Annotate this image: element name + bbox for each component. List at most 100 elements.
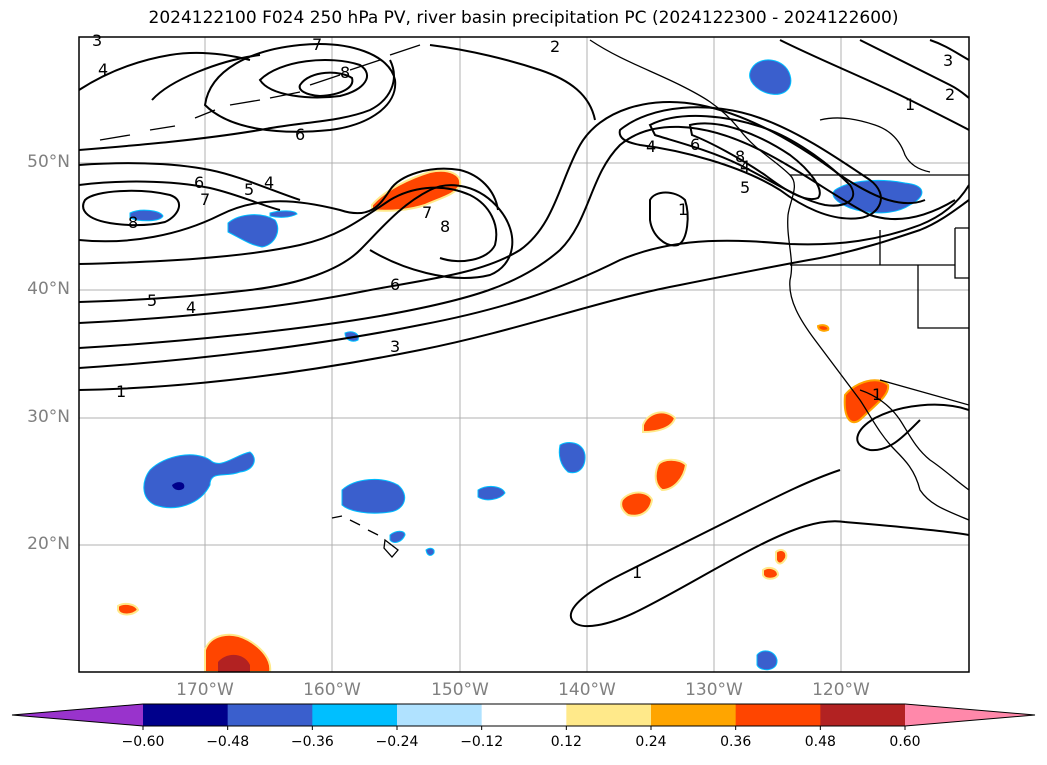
coastline-baja bbox=[859, 389, 969, 491]
lat-label-20n: 20°N bbox=[27, 534, 70, 554]
coastline-north-america bbox=[589, 39, 969, 521]
contour-label: 4 bbox=[646, 137, 656, 156]
colorbar-tick-label: −0.48 bbox=[206, 734, 250, 750]
colorbar-tick-label: 0.36 bbox=[720, 734, 752, 750]
precip-blob-orange bbox=[816, 324, 830, 332]
colorbar-tick-label: −0.12 bbox=[460, 734, 504, 750]
colorbar-segment bbox=[651, 704, 737, 726]
colorbar-segment bbox=[227, 704, 313, 726]
precip-blob-dark bbox=[172, 482, 185, 491]
contour-label: 1 bbox=[116, 382, 126, 401]
contour-label: 3 bbox=[943, 51, 953, 70]
contour-label: 5 bbox=[244, 180, 254, 199]
lat-label-30n: 30°N bbox=[27, 407, 70, 427]
lat-label-40n: 40°N bbox=[27, 279, 70, 299]
colorbar-extend-max bbox=[905, 704, 1035, 726]
contour-label: 4 bbox=[98, 60, 108, 79]
colorbar-tick-label: −0.24 bbox=[375, 734, 419, 750]
contour-label: 8 bbox=[128, 213, 138, 232]
colorbar-segment bbox=[397, 704, 483, 726]
map-title: 2024122100 F024 250 hPa PV, river basin … bbox=[148, 8, 899, 28]
precip-blob-orange bbox=[620, 491, 654, 517]
contour-label: 4 bbox=[740, 157, 750, 176]
contour-label: 8 bbox=[440, 217, 450, 236]
precip-blob-blue bbox=[389, 530, 406, 543]
pv-contour bbox=[79, 184, 514, 303]
precip-blob-blue bbox=[425, 547, 435, 556]
pv-contour bbox=[79, 162, 301, 201]
colorbar-tick-label: −0.36 bbox=[290, 734, 334, 750]
pv-contour bbox=[79, 59, 395, 151]
contour-label: 8 bbox=[340, 63, 350, 82]
pv-contour bbox=[429, 44, 596, 121]
precip-blob-blue bbox=[227, 214, 279, 248]
pv-contour bbox=[79, 184, 969, 369]
pv-contour bbox=[79, 125, 956, 349]
colorbar-tick-label: 0.24 bbox=[635, 734, 667, 750]
precip-blob-orange bbox=[117, 602, 140, 616]
contour-label: 4 bbox=[186, 298, 196, 317]
contour-label: 1 bbox=[678, 200, 688, 219]
precip-blob-blue bbox=[756, 650, 778, 671]
precip-blob-dark-red bbox=[218, 654, 250, 672]
colorbar-segment bbox=[735, 704, 821, 726]
lat-label-50n: 50°N bbox=[27, 152, 70, 172]
pv-contour bbox=[688, 122, 821, 201]
contour-label: 3 bbox=[92, 31, 102, 50]
contour-label: 3 bbox=[390, 337, 400, 356]
colorbar-tick-label: 0.60 bbox=[889, 734, 921, 750]
pv-contour bbox=[859, 39, 969, 99]
pv-contour bbox=[569, 469, 969, 628]
contour-label: 2 bbox=[550, 37, 560, 56]
map-canvas: 3 4 8 7 2 3 1 2 6 4 6 6 8 5 4 7 8 7 8 4 … bbox=[78, 31, 970, 673]
pv-contour bbox=[82, 189, 180, 227]
colorbar-tick-label: 0.48 bbox=[804, 734, 836, 750]
pv-contour bbox=[79, 51, 251, 91]
pv-contour bbox=[618, 106, 882, 220]
contour-label: 5 bbox=[147, 291, 157, 310]
colorbar-tick-label: 0.12 bbox=[550, 734, 582, 750]
colorbar-segment bbox=[820, 704, 906, 726]
pv-contour bbox=[298, 71, 354, 98]
pv-contour bbox=[79, 180, 281, 211]
pv-contour bbox=[779, 39, 969, 131]
colorbar-segment bbox=[566, 704, 652, 726]
colorbar-segment bbox=[312, 704, 398, 726]
contour-label: 8 bbox=[735, 147, 745, 166]
pv-contour bbox=[79, 199, 969, 391]
colorbar-extend-min bbox=[12, 704, 143, 726]
colorbar-segment bbox=[481, 704, 567, 726]
precip-blob-orange bbox=[654, 458, 688, 492]
lon-label-160w: 160°W bbox=[303, 680, 361, 700]
pv-contour bbox=[79, 101, 926, 324]
precip-blob-orange bbox=[642, 411, 677, 434]
lon-label-120w: 120°W bbox=[812, 680, 870, 700]
pv-contour bbox=[79, 167, 499, 243]
precip-blob-orange bbox=[775, 549, 788, 565]
gridlines bbox=[79, 37, 969, 672]
precip-blob-blue bbox=[269, 210, 298, 218]
contour-label: 6 bbox=[690, 135, 700, 154]
pv-contour bbox=[151, 54, 261, 101]
precip-blob-blue bbox=[129, 209, 164, 222]
contour-label: 2 bbox=[945, 85, 955, 104]
contour-label: 6 bbox=[194, 173, 204, 192]
contour-label: 7 bbox=[312, 35, 322, 54]
border-line bbox=[879, 379, 969, 406]
lon-label-130w: 130°W bbox=[685, 680, 743, 700]
contour-label: 1 bbox=[905, 95, 915, 114]
precip-blob-blue bbox=[477, 485, 506, 501]
pv-contour bbox=[258, 59, 368, 99]
contour-label: 7 bbox=[422, 203, 432, 222]
pv-contour bbox=[856, 403, 969, 452]
contour-label: 6 bbox=[295, 125, 305, 144]
contour-label: 6 bbox=[390, 275, 400, 294]
pv-contours bbox=[79, 39, 969, 628]
contour-label: 1 bbox=[872, 385, 882, 404]
pv-contour bbox=[649, 191, 689, 247]
hawaii-islands bbox=[331, 515, 399, 558]
lon-label-150w: 150°W bbox=[431, 680, 489, 700]
colorbar-segments bbox=[11, 703, 1036, 730]
colorbar-tick-label: −0.60 bbox=[121, 734, 165, 750]
coastline-bc bbox=[819, 117, 931, 173]
